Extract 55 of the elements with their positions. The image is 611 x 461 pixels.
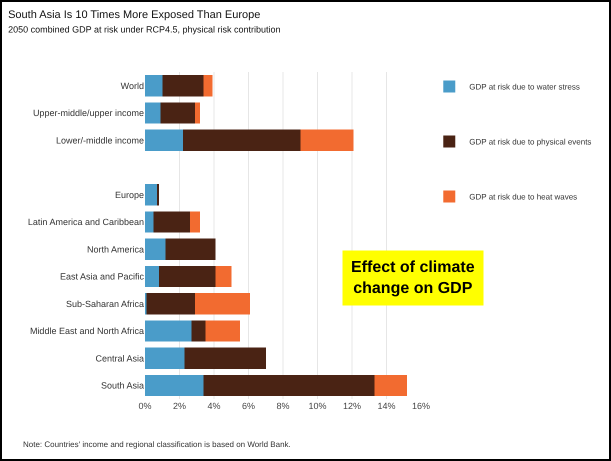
- legend-label: GDP at risk due to physical events: [469, 138, 592, 147]
- bar: [145, 374, 204, 396]
- y-tick-label: Lower/-middle income: [56, 135, 144, 146]
- x-tick-label: 14%: [377, 401, 396, 411]
- bar: [145, 75, 162, 96]
- bar: [192, 320, 206, 342]
- bar: [204, 75, 212, 96]
- x-tick-label: 6%: [242, 401, 256, 411]
- x-tick-label: 8%: [276, 401, 290, 411]
- bar: [374, 374, 408, 396]
- bar: [166, 238, 216, 260]
- annotation: Effect of climate change on GDP: [351, 259, 475, 297]
- bar: [145, 102, 161, 124]
- chart-subtitle: 2050 combined GDP at risk under RCP4.5, physical risk contribution: [8, 24, 281, 34]
- bar: [195, 102, 200, 124]
- bar: [145, 130, 183, 151]
- bar: [204, 374, 374, 396]
- x-tick-label: 10%: [308, 401, 327, 411]
- bar: [145, 184, 158, 206]
- bar: [205, 320, 240, 342]
- legend-label: GDP at risk due to water stress: [469, 82, 580, 92]
- bar: [158, 266, 216, 287]
- bar: [145, 238, 166, 260]
- bar: [300, 130, 354, 151]
- bar: [154, 211, 190, 232]
- x-tick-label: 4%: [207, 401, 221, 411]
- y-tick-label: South Asia: [100, 380, 144, 391]
- bar: [146, 293, 196, 314]
- y-tick-label: World: [120, 80, 144, 91]
- y-tick-label: Latin America and Caribbean: [28, 217, 144, 228]
- bar: [216, 266, 232, 287]
- y-tick-label: Sub-Saharan Africa: [66, 298, 144, 309]
- bar: [184, 348, 266, 369]
- legend-label: GDP at risk due to heat waves: [469, 192, 578, 202]
- bar: [145, 211, 154, 232]
- bar: [145, 266, 159, 287]
- y-tick-label: Upper-middle/upper income: [32, 108, 144, 118]
- bar: [162, 75, 204, 96]
- bar: [145, 348, 185, 369]
- y-tick-label: North America: [86, 244, 144, 254]
- bar: [145, 320, 192, 342]
- chart-title: South Asia Is 10 Times More Exposed Than Europe: [8, 8, 260, 21]
- x-tick-label: 0%: [138, 401, 152, 411]
- bar: [160, 102, 196, 124]
- y-tick-label: Europe: [114, 190, 144, 200]
- bar: [195, 293, 250, 314]
- x-tick-label: 2%: [172, 401, 186, 411]
- y-tick-label: Central Asia: [95, 353, 144, 364]
- x-tick-label: 16%: [412, 401, 430, 411]
- x-tick-label: 12%: [342, 401, 362, 411]
- y-tick-label: East Asia and Pacific: [60, 272, 144, 282]
- text: Note: Countries' income and regional classification is based on World Bank.: [23, 440, 291, 449]
- y-tick-label: Middle East and North Africa: [30, 326, 144, 336]
- bar: [190, 211, 200, 232]
- bar: [182, 130, 300, 151]
